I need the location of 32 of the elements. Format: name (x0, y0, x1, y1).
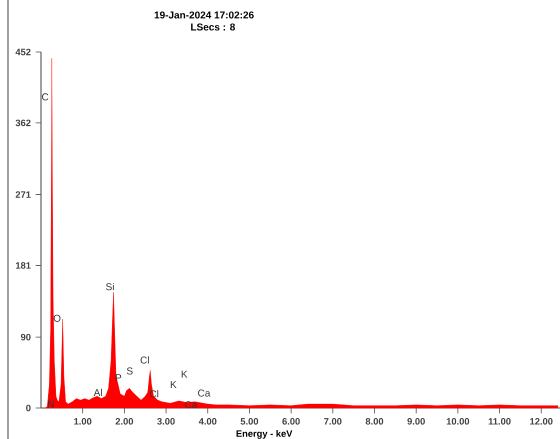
x-tick-label: 4.00 (198, 418, 216, 425)
x-tick-label: 9.00 (407, 418, 425, 425)
x-tick-label: 5.00 (240, 418, 258, 425)
x-tick-label: 10.00 (446, 418, 470, 425)
annotation: O (54, 314, 60, 322)
y-tick-label: 362 (16, 120, 31, 126)
annotation: Ca (185, 401, 198, 408)
y-tick-label: 271 (16, 191, 31, 198)
annotation: Ca (198, 390, 210, 397)
x-axis-title: Energy - keV (236, 430, 292, 439)
x-tick-label: 1.00 (74, 418, 92, 425)
annotation: Cl (140, 356, 149, 364)
x-tick-label: 2.00 (116, 418, 134, 425)
annotation: K (182, 370, 188, 378)
x-tick-label: 8.00 (366, 418, 384, 425)
annotation: Al (94, 388, 102, 396)
x-tick-label: 6.00 (282, 418, 300, 425)
annotation: Si (106, 282, 114, 290)
x-tick-label: 11.00 (488, 418, 511, 425)
chart-title: 19-Jan-2024 17:02:26 (154, 11, 254, 19)
y-tick-label: 181 (16, 262, 31, 269)
y-tick-label: 452 (16, 48, 31, 56)
x-tick-label: 12.00 (530, 418, 553, 425)
y-tick-label: 90 (20, 334, 31, 340)
annotation: N (48, 400, 54, 408)
x-tick-label: 3.00 (157, 418, 175, 425)
annotation: C (42, 93, 48, 100)
y-tick-label: 0 (26, 404, 31, 412)
annotation: S (126, 367, 133, 375)
x-tick-label: 7.00 (324, 418, 342, 425)
annotation: K (170, 381, 177, 388)
chart-subtitle: LSecs : 8 (191, 23, 235, 31)
